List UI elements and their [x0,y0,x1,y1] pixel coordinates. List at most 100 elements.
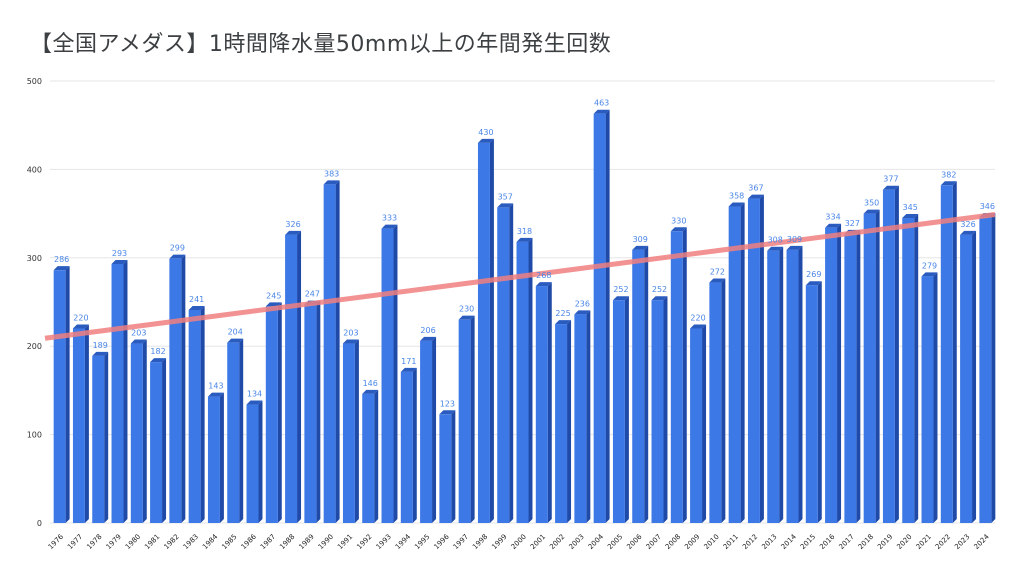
data-label: 143 [208,382,223,391]
y-tick-label: 500 [27,77,42,86]
bar-top [593,109,610,114]
bar-top [150,358,167,363]
x-tick-label: 2001 [529,533,547,551]
bar-side [972,230,977,524]
bar-side [84,324,89,523]
x-tick-label: 1976 [47,532,66,551]
y-tick-label: 300 [27,254,42,263]
bar-top [188,305,205,310]
x-tick-label: 1995 [413,533,431,551]
bar-side [489,138,494,523]
bar-top [825,223,842,228]
x-tick-label: 1986 [240,532,259,551]
bar-top [323,180,340,185]
data-label: 334 [825,213,840,222]
bar [53,270,66,523]
x-tick-label: 2004 [587,532,606,551]
bar-top [690,324,707,329]
bar-side [624,296,629,523]
bar-side [547,282,552,523]
x-tick-label: 2002 [548,533,566,551]
x-tick-label: 1984 [201,532,220,551]
bar [940,185,953,523]
bar [439,414,452,523]
bar [786,249,799,523]
x-tick-label: 1994 [394,532,413,551]
data-label: 269 [806,270,821,279]
bar [767,250,780,523]
bar [362,393,375,523]
bar-side [316,300,321,523]
x-tick-label: 1985 [220,533,238,551]
data-label: 206 [420,326,435,335]
x-tick-label: 2009 [683,533,701,551]
bar [111,263,124,523]
bar-side [644,245,649,523]
x-tick-label: 2018 [857,533,875,551]
data-label: 333 [382,214,397,223]
bar [304,304,317,523]
x-axis-ticks: 1976 1977 1978 1979 1980 1981 1982 1983 1984 1985… [47,532,991,551]
bar-top [863,209,880,214]
bar-top [651,296,668,301]
bar-top [902,214,919,219]
data-label: 382 [941,170,956,179]
bar-side [393,224,398,524]
bar [169,258,182,523]
bar-top [516,237,533,242]
data-label: 327 [845,219,860,228]
data-label: 309 [633,235,648,244]
x-tick-label: 1997 [452,533,470,551]
data-label: 252 [613,285,628,294]
bar-side [759,194,764,523]
bar-top [362,389,379,394]
bar-side [875,209,880,523]
bar-top [632,245,649,250]
x-tick-label: 1977 [66,533,84,551]
bar [400,371,413,523]
bar [844,233,857,523]
data-label: 318 [517,227,532,236]
x-tick-label: 1991 [336,533,354,551]
bar [227,342,240,523]
data-label: 203 [131,329,146,338]
data-label: 171 [401,357,416,366]
bar-side [894,185,899,523]
bar [863,213,876,523]
bar-side [239,338,244,523]
x-tick-label: 2000 [510,533,528,551]
y-tick-label: 0 [37,519,42,528]
bar-top [535,282,552,287]
bar-top [805,281,822,286]
x-tick-label: 2011 [722,533,740,551]
data-label: 308 [768,236,783,245]
data-label: 230 [459,305,474,314]
data-label: 268 [536,271,551,280]
y-tick-label: 200 [27,342,42,351]
data-label: 330 [671,216,686,225]
bar-side [817,281,822,523]
data-label: 252 [652,285,667,294]
bar-side [162,358,167,523]
bar-side [528,237,533,523]
bar-side [142,339,147,523]
x-tick-label: 2019 [876,533,894,551]
bar-side [65,266,70,523]
x-tick-label: 2012 [741,533,759,551]
bars [53,109,996,524]
bar [747,198,760,523]
bar [979,217,992,524]
bar-side [856,229,861,523]
bar-top [728,202,745,207]
bar-top [670,227,687,232]
data-label: 134 [247,390,262,399]
x-tick-label: 1996 [433,532,452,551]
bar-side [354,339,359,523]
bar-side [374,389,379,523]
bar-side [952,181,957,523]
bar [246,404,259,523]
x-tick-label: 1982 [163,533,181,551]
data-label: 345 [903,203,918,212]
bar-top [130,339,147,344]
bar [690,328,703,523]
